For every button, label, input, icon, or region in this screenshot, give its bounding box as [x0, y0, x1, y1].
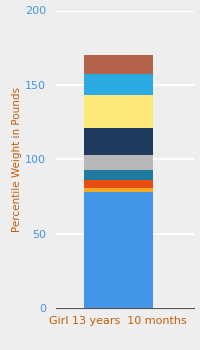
Bar: [84, 128, 153, 155]
Bar: [84, 170, 153, 180]
Bar: [84, 192, 153, 308]
Y-axis label: Percentile Weight in Pounds: Percentile Weight in Pounds: [12, 87, 22, 232]
Bar: [84, 188, 153, 192]
Bar: [84, 55, 153, 75]
Bar: [84, 95, 153, 128]
Bar: [84, 155, 153, 170]
Bar: [84, 75, 153, 95]
Bar: [84, 180, 153, 188]
